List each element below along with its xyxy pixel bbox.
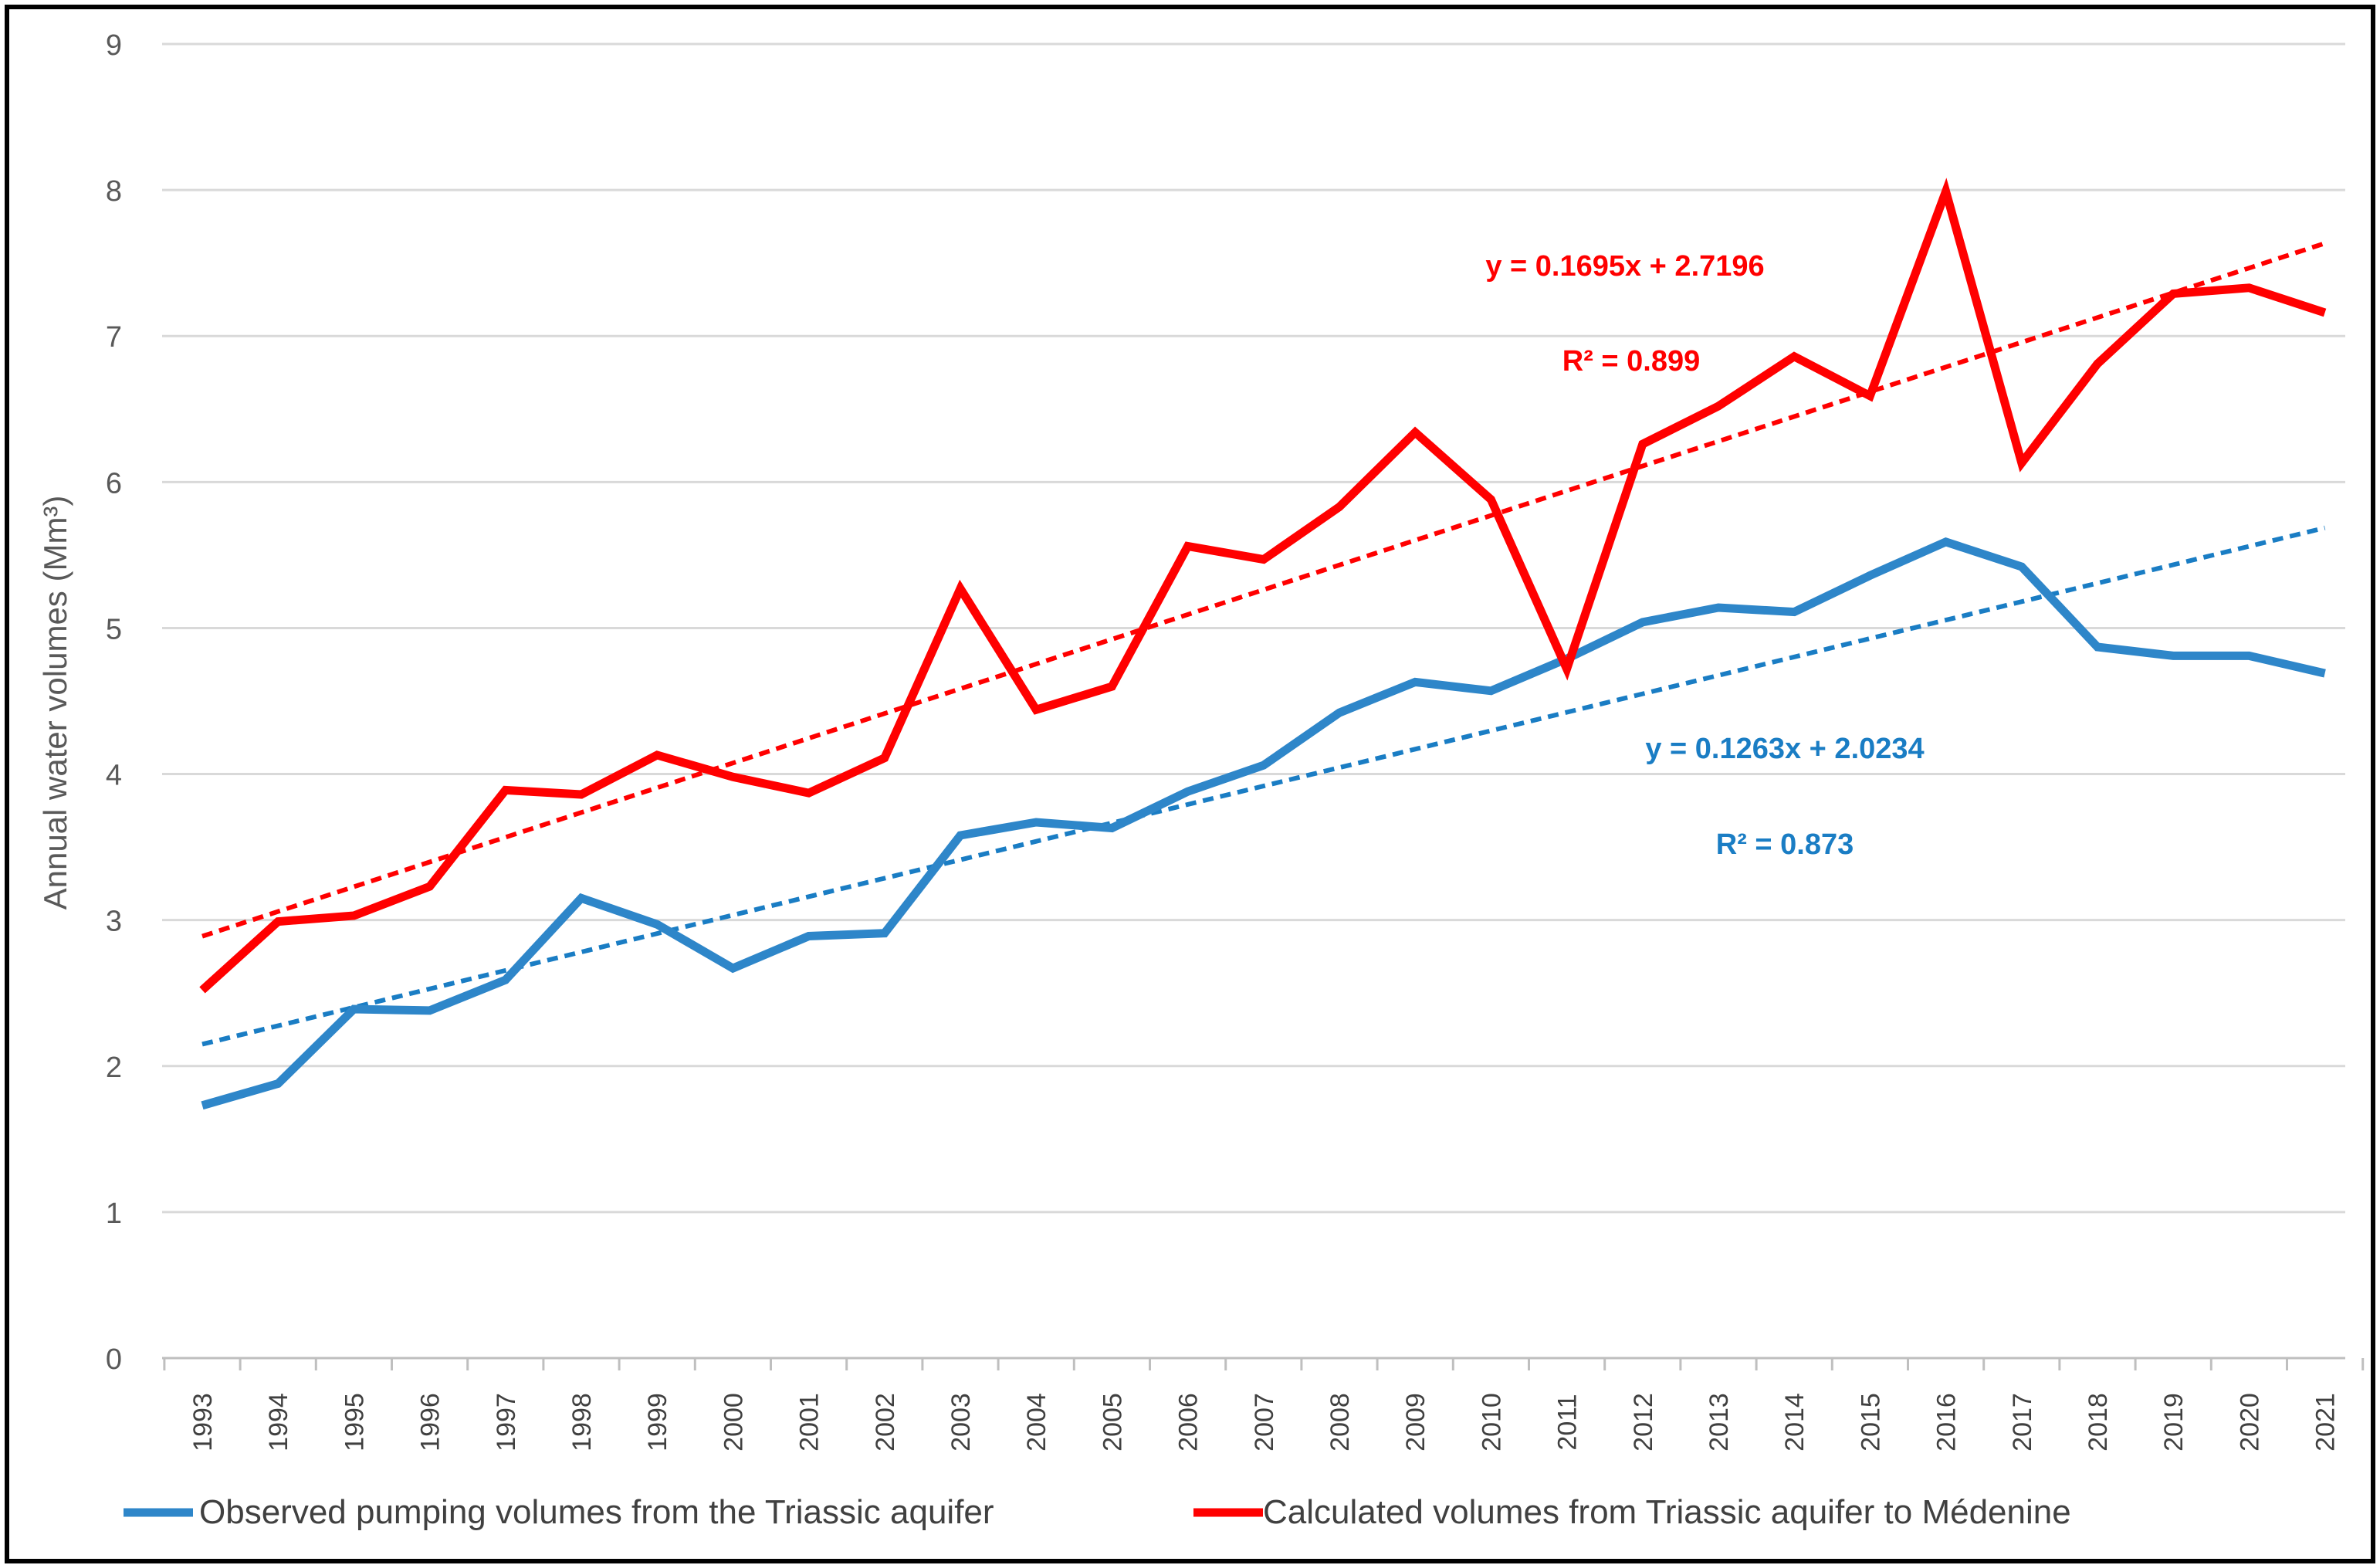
trendline-equation: y = 0.1263x + 2.0234 xyxy=(1645,733,1924,765)
trendline-observed xyxy=(201,525,2326,1047)
x-tick-label: 2012 xyxy=(1629,1393,1658,1452)
x-tick-label: 1994 xyxy=(264,1393,293,1452)
trendline-equation: y = 0.1695x + 2.7196 xyxy=(1485,250,1764,283)
trendline-calculated xyxy=(201,241,2326,939)
x-tick-label: 2006 xyxy=(1174,1393,1204,1452)
chart-frame xyxy=(5,5,2375,1563)
legend-label: Observed pumping volumes from the Triass… xyxy=(199,1493,994,1531)
x-tick-label: 2016 xyxy=(1932,1393,1962,1452)
y-tick-label: 2 xyxy=(106,1052,122,1084)
x-tick-label: 2014 xyxy=(1780,1393,1810,1452)
trendlines xyxy=(201,241,2326,1047)
x-tick-label: 1998 xyxy=(567,1393,597,1452)
y-tick-label: 9 xyxy=(106,29,122,62)
x-tick-label: 1996 xyxy=(416,1393,445,1452)
gridlines xyxy=(162,42,2345,1360)
trendline-r2: R² = 0.899 xyxy=(1562,345,1701,378)
y-tick-label: 1 xyxy=(106,1197,122,1230)
trendline-annotations: y = 0.1263x + 2.0234 R² = 0.873 y = 0.1695… xyxy=(1485,250,1924,861)
series-lines xyxy=(199,178,2327,1110)
x-tick-label: 2018 xyxy=(2084,1393,2113,1452)
x-tick-label: 2003 xyxy=(946,1393,976,1452)
x-tick-label: 2011 xyxy=(1553,1394,1583,1450)
x-tick-label: 2007 xyxy=(1250,1393,1279,1452)
x-tick-label: 2005 xyxy=(1098,1393,1127,1452)
legend: Observed pumping volumes from the Triass… xyxy=(124,1493,2071,1531)
y-tick-label: 8 xyxy=(106,175,122,208)
y-axis-label: Annual water volumes (Mm³) xyxy=(37,496,73,910)
y-tick-label: 3 xyxy=(106,906,122,938)
y-axis-ticks: 0 1 2 3 4 5 6 7 8 9 xyxy=(106,29,122,1376)
x-tick-label: 1997 xyxy=(492,1393,521,1452)
y-tick-label: 7 xyxy=(106,321,122,354)
x-axis: 1993 1994 1995 1996 1997 1998 1999 2000 2001 2002… xyxy=(163,1358,2365,1452)
x-tick-label: 2008 xyxy=(1325,1393,1355,1452)
y-tick-label: 6 xyxy=(106,467,122,500)
x-tick-label: 1993 xyxy=(188,1393,218,1452)
x-tick-label: 1995 xyxy=(340,1393,369,1452)
x-tick-label: 2020 xyxy=(2235,1393,2264,1452)
x-tick-label: 2009 xyxy=(1401,1393,1430,1452)
x-tick-label: 1999 xyxy=(643,1393,672,1452)
x-tick-label: 2021 xyxy=(2311,1393,2341,1452)
x-tick-label: 2001 xyxy=(795,1393,824,1452)
x-tick-label: 2004 xyxy=(1022,1393,1051,1452)
y-tick-label: 5 xyxy=(106,613,122,645)
x-tick-label: 2010 xyxy=(1477,1393,1506,1452)
trendline-r2: R² = 0.873 xyxy=(1716,828,1854,861)
x-tick-label: 2017 xyxy=(2008,1393,2037,1452)
x-tick-label: 2013 xyxy=(1705,1393,1734,1452)
x-tick-label: 2002 xyxy=(871,1393,900,1452)
y-tick-label: 0 xyxy=(106,1343,122,1376)
series-line-observed xyxy=(201,537,2326,1110)
y-tick-label: 4 xyxy=(106,760,122,792)
x-tick-label: 2015 xyxy=(1856,1393,1885,1452)
x-tick-label: 2000 xyxy=(719,1393,748,1452)
x-tick-label: 2019 xyxy=(2159,1393,2189,1452)
legend-label: Calculated volumes from Triassic aquifer… xyxy=(1263,1493,2071,1531)
series-line-calculated xyxy=(199,178,2327,994)
